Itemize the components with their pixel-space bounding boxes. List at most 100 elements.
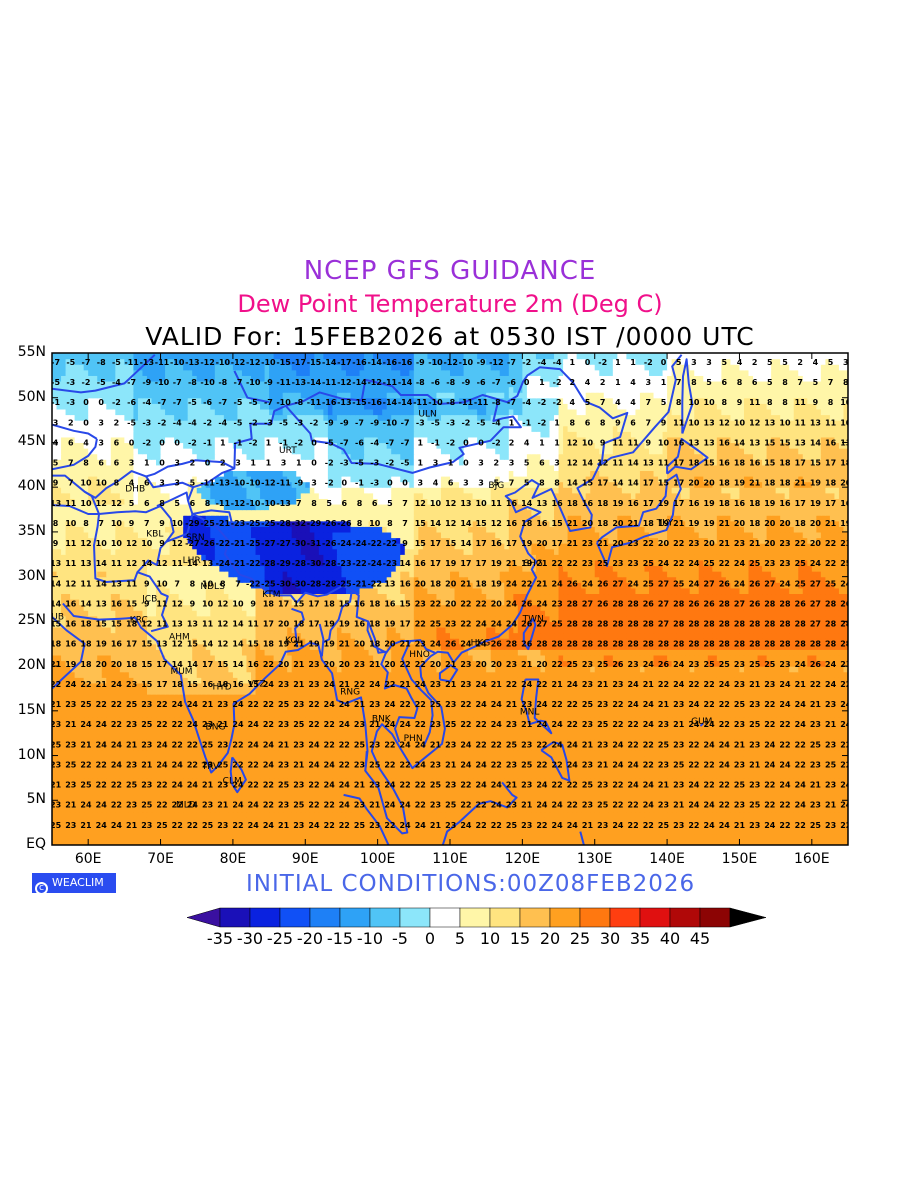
gridpoint-value: 24 — [232, 700, 244, 709]
gridpoint-value: 24 — [643, 660, 655, 669]
gridpoint-value: 19 — [734, 479, 746, 488]
gridpoint-value: 20 — [476, 660, 488, 669]
gridpoint-value: 24 — [521, 680, 533, 689]
gridpoint-value: -7 — [51, 358, 60, 367]
gridpoint-value: 20 — [324, 660, 336, 669]
gridpoint-value: 24 — [491, 720, 503, 729]
gridpoint-value: 24 — [111, 680, 123, 689]
gridpoint-value: 21 — [293, 680, 305, 689]
station-label: DHB — [125, 485, 145, 495]
gridpoint-value: -7 — [173, 378, 182, 387]
gridpoint-value: 23 — [293, 740, 304, 749]
gridpoint-value: 25 — [506, 740, 518, 749]
gridpoint-value: -2 — [461, 418, 470, 427]
gridpoint-value: 12 — [567, 439, 578, 448]
gridpoint-value: 24 — [460, 640, 472, 649]
gridpoint-value: 23 — [612, 559, 623, 568]
gridpoint-value: 1 — [630, 358, 636, 367]
gridpoint-value: 22 — [491, 740, 502, 749]
gridpoint-value: 22 — [704, 781, 715, 790]
gridpoint-value: 13 — [810, 418, 821, 427]
gridpoint-value: 28 — [582, 640, 594, 649]
gridpoint-value: 28 — [628, 640, 640, 649]
gridpoint-value: -3 — [416, 418, 425, 427]
gridpoint-value: 15 — [415, 519, 427, 528]
gridpoint-value: 22 — [187, 740, 198, 749]
gridpoint-value: 24 — [476, 761, 488, 770]
gridpoint-value: 18 — [369, 620, 381, 629]
gridpoint-value: 24 — [187, 700, 199, 709]
gridpoint-value: 21 — [445, 761, 457, 770]
gridpoint-value: 25 — [217, 761, 229, 770]
gridpoint-value: 2 — [190, 459, 196, 468]
gridpoint-value: 18 — [80, 640, 92, 649]
gridpoint-value: 11 — [248, 620, 260, 629]
gridpoint-value: 22 — [187, 821, 198, 830]
gridpoint-value: 21 — [673, 519, 685, 528]
station-label: HKG — [471, 639, 491, 649]
gridpoint-value: 3 — [281, 459, 287, 468]
gridpoint-value: -1 — [51, 398, 60, 407]
gridpoint-value: 28 — [704, 640, 716, 649]
gridpoint-value: 18 — [719, 479, 731, 488]
gridpoint-value: 12 — [415, 499, 426, 508]
gridpoint-value: -5 — [279, 418, 288, 427]
gridpoint-value: 23 — [734, 539, 745, 548]
gridpoint-value: -10 — [170, 358, 185, 367]
gridpoint-value: 24 — [719, 740, 731, 749]
gridpoint-value: 19 — [658, 519, 670, 528]
gridpoint-value: 16 — [688, 499, 700, 508]
gridpoint-value: -11 — [307, 398, 322, 407]
gridpoint-value: 16 — [779, 499, 791, 508]
y-axis-label: 5N — [0, 791, 46, 807]
gridpoint-value: 21 — [582, 740, 594, 749]
gridpoint-value: -23 — [231, 519, 245, 528]
gridpoint-value: -3 — [370, 479, 379, 488]
gridpoint-value: 24 — [612, 761, 624, 770]
gridpoint-value: -6 — [431, 378, 440, 387]
station-label: HNO — [409, 650, 430, 660]
gridpoint-value: 1 — [539, 378, 545, 387]
gridpoint-value: 12 — [749, 418, 760, 427]
gridpoint-value: 16 — [65, 600, 77, 609]
gridpoint-value: 24 — [567, 821, 579, 830]
y-axis-label: 35N — [0, 523, 46, 539]
gridpoint-value: -11 — [474, 398, 489, 407]
gridpoint-value: 22 — [552, 781, 563, 790]
gridpoint-value: 13 — [156, 640, 167, 649]
gridpoint-value: 28 — [688, 640, 700, 649]
gridpoint-value: -11 — [200, 479, 215, 488]
gridpoint-value: 21 — [810, 781, 822, 790]
gridpoint-value: 24 — [96, 801, 108, 810]
gridpoint-value: 3 — [98, 439, 104, 448]
gridpoint-value: 24 — [491, 781, 503, 790]
gridpoint-value: 12 — [445, 519, 456, 528]
gridpoint-value: -12 — [443, 358, 457, 367]
gridpoint-value: 25 — [825, 761, 837, 770]
gridpoint-value: 24 — [658, 559, 670, 568]
gridpoint-value: 24 — [324, 761, 336, 770]
gridpoint-value: 25 — [840, 559, 852, 568]
gridpoint-value: 23 — [445, 781, 456, 790]
gridpoint-value: 13 — [795, 439, 806, 448]
gridpoint-value: 16 — [506, 519, 518, 528]
gridpoint-value: 14 — [612, 479, 624, 488]
gridpoint-value: 21 — [339, 640, 351, 649]
gridpoint-value: 23 — [673, 700, 684, 709]
gridpoint-value: 22 — [339, 740, 350, 749]
gridpoint-value: -12 — [337, 378, 351, 387]
gridpoint-value: 27 — [658, 600, 669, 609]
gridpoint-value: 22 — [339, 761, 350, 770]
gridpoint-value: 23 — [734, 761, 745, 770]
gridpoint-value: 23 — [612, 680, 623, 689]
gridpoint-value: 25 — [567, 660, 579, 669]
gridpoint-value: -10 — [383, 418, 398, 427]
gridpoint-value: 24 — [506, 620, 518, 629]
gridpoint-value: 5 — [387, 499, 393, 508]
gridpoint-value: -13 — [292, 378, 306, 387]
gridpoint-value: 3 — [706, 358, 712, 367]
gridpoint-value: 13 — [704, 439, 715, 448]
gridpoint-value: 25 — [719, 660, 731, 669]
gridpoint-value: 22 — [476, 600, 487, 609]
gridpoint-value: -1 — [279, 439, 288, 448]
